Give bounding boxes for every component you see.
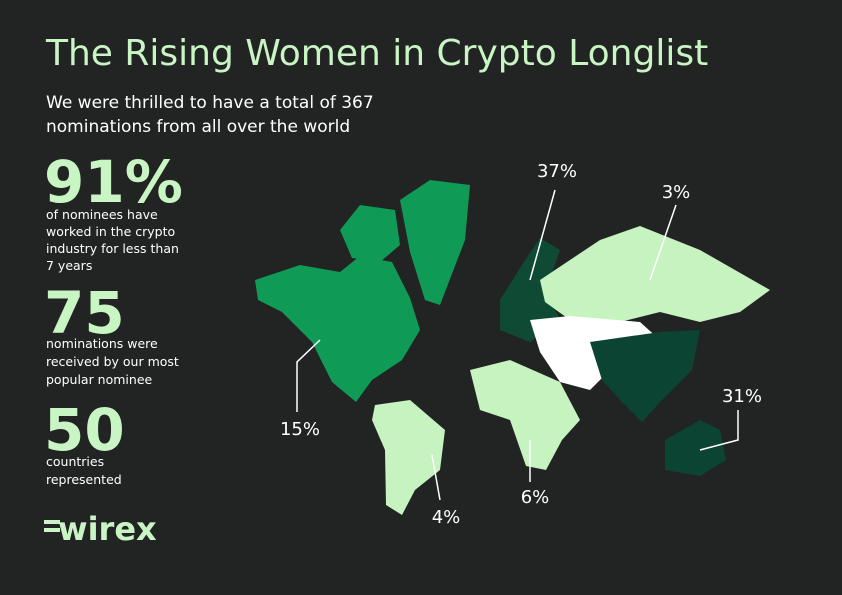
stat-description: popular nominee	[46, 372, 153, 387]
logo-text: wirex	[58, 510, 157, 548]
stat-description: represented	[46, 472, 122, 487]
stat-description: worked in the crypto	[46, 224, 175, 239]
russia	[540, 226, 770, 322]
stat-value: 91%	[44, 148, 183, 216]
title: The Rising Women in Crypto Longlist	[45, 33, 708, 74]
stat-description: countries	[46, 454, 104, 469]
subtitle: We were thrilled to have a total of 367	[46, 93, 374, 113]
logo: wirex	[44, 510, 157, 548]
leader-line	[529, 189, 556, 281]
region-label: 37%	[537, 161, 577, 182]
world-map	[255, 180, 770, 515]
africa	[470, 360, 580, 470]
stat-value: 50	[44, 396, 125, 464]
stat-description: industry for less than	[46, 241, 179, 256]
stat-description: received by our most	[46, 354, 179, 369]
logo-stripe	[44, 528, 60, 532]
leader-line	[296, 339, 321, 412]
south-east-asia	[590, 330, 700, 422]
europe	[500, 238, 560, 342]
greenland	[400, 180, 470, 305]
australia	[665, 420, 726, 476]
stat-description: of nominees have	[46, 207, 158, 222]
stat-value: 75	[44, 279, 125, 347]
region-label: 3%	[662, 182, 691, 203]
leader-line	[649, 204, 677, 281]
logo-stripe	[44, 520, 60, 524]
region-label: 6%	[521, 487, 550, 508]
region-label: 15%	[280, 419, 320, 440]
stat-description: nominations were	[46, 336, 158, 351]
leader-line	[431, 454, 441, 501]
north-america	[255, 256, 420, 402]
leader-lines	[296, 189, 739, 501]
stat-description: 7 years	[46, 258, 92, 273]
south-america	[372, 400, 445, 515]
canada-islands	[340, 205, 400, 262]
region-label: 4%	[432, 507, 461, 528]
subtitle: nominations from all over the world	[46, 117, 350, 137]
region-label: 31%	[722, 386, 762, 407]
leader-line	[699, 410, 739, 451]
